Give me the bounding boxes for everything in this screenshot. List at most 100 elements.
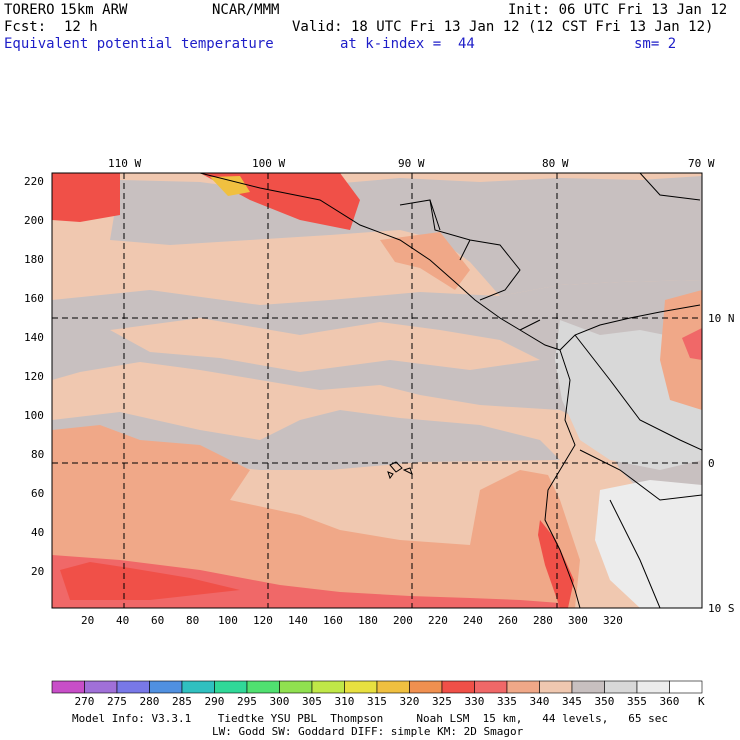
- x-tick: 240: [463, 614, 483, 627]
- colorbar-label: 285: [172, 695, 192, 708]
- colorbar-swatch: [279, 680, 313, 694]
- vertical-level: at k-index = 44: [340, 36, 475, 52]
- field-band-335-venezuela: [660, 290, 702, 410]
- colorbar-label: 275: [107, 695, 127, 708]
- y-tick: 40: [31, 526, 45, 539]
- x-tick: 280: [533, 614, 553, 627]
- colorbar-label: 305: [302, 695, 322, 708]
- x-tick: 60: [151, 614, 165, 627]
- colorbar-label: 345: [562, 695, 582, 708]
- colorbar-swatch: [311, 680, 345, 694]
- field-band-345-north: [110, 176, 702, 296]
- lon-label-80w: 80 W: [542, 157, 569, 170]
- y-tick: 120: [24, 370, 44, 383]
- coast-south-america: [544, 349, 581, 608]
- forecast-label: Fcst:: [4, 19, 47, 35]
- graticule: [52, 173, 702, 608]
- field-band-325-peru: [538, 520, 574, 608]
- colorbar-label: 280: [139, 695, 160, 708]
- x-tick: 300: [568, 614, 588, 627]
- map-frame: [51, 172, 703, 609]
- colorbar-swatch: [51, 680, 85, 694]
- x-tick: 80: [186, 614, 200, 627]
- colorbar-label: 325: [432, 695, 452, 708]
- country-borders: [429, 199, 702, 608]
- colorbar-label: 290: [204, 695, 225, 708]
- coastlines: [199, 173, 702, 608]
- colorbar-swatch: [474, 680, 508, 694]
- colorbar-label: 340: [529, 695, 550, 708]
- colorbar-label: 320: [399, 695, 420, 708]
- y-tick: 200: [24, 214, 44, 227]
- x-tick: 120: [253, 614, 273, 627]
- coast-central-america: [199, 173, 701, 351]
- lon-label-70w: 70 W: [688, 157, 715, 170]
- colorbar-swatch: [409, 680, 443, 694]
- x-tick: 40: [116, 614, 130, 627]
- x-tick: 320: [603, 614, 623, 627]
- model-resolution: 15km ARW: [60, 2, 128, 18]
- y-tick: 60: [31, 487, 45, 500]
- x-tick: 220: [428, 614, 448, 627]
- x-tick: 260: [498, 614, 518, 627]
- colorbar-swatch: [181, 680, 215, 694]
- colorbar-unit: K: [698, 695, 705, 708]
- x-tick: 160: [323, 614, 343, 627]
- colorbar-swatch: [506, 680, 540, 694]
- colorbar-swatch: [636, 680, 670, 694]
- field-band-315: [210, 176, 250, 196]
- colorbar-swatch: [539, 680, 573, 694]
- colorbar-label: 355: [627, 695, 647, 708]
- colorbar-label: 295: [237, 695, 257, 708]
- colorbar-swatch: [344, 680, 378, 694]
- colorbar-swatch: [441, 680, 475, 694]
- y-tick: 160: [24, 292, 44, 305]
- field-band-330-venezuela: [682, 328, 702, 360]
- lon-label-110w: 110 W: [108, 157, 142, 170]
- colorbar-swatch: [246, 680, 280, 694]
- colorbar-label: 350: [594, 695, 615, 708]
- x-tick: 100: [218, 614, 238, 627]
- smoothing: sm= 2: [634, 36, 677, 52]
- colorbar: [51, 680, 703, 694]
- colorbar-swatch: [376, 680, 410, 694]
- colorbar-swatch: [571, 680, 605, 694]
- model-name: TORERO: [4, 2, 55, 18]
- forecast-hour: 12 h: [64, 19, 98, 35]
- colorbar-label: 330: [464, 695, 485, 708]
- colorbar-swatch: [604, 680, 638, 694]
- colorbar-label: 335: [497, 695, 517, 708]
- lat-label-10n: 10 N: [708, 312, 735, 325]
- colorbar-label: 315: [367, 695, 387, 708]
- y-tick: 100: [24, 409, 44, 422]
- x-tick: 20: [81, 614, 95, 627]
- lon-label-100w: 100 W: [252, 157, 286, 170]
- y-tick: 140: [24, 331, 44, 344]
- colorbar-label: 270: [74, 695, 95, 708]
- colorbar-swatch: [116, 680, 150, 694]
- y-tick: 220: [24, 175, 44, 188]
- lat-label-10s: 10 S: [708, 602, 735, 615]
- colorbar-label: 360: [659, 695, 680, 708]
- colorbar-swatch: [149, 680, 183, 694]
- y-tick: 80: [31, 448, 45, 461]
- colorbar-label: 310: [334, 695, 355, 708]
- colorbar-swatch: [214, 680, 248, 694]
- field-band-355: [595, 480, 702, 608]
- lat-label-equator: 0: [708, 457, 715, 470]
- field-band-325-northwest: [52, 173, 120, 222]
- field-band-340-inner: [110, 318, 540, 372]
- model-info: Model Info: V3.3.1 Tiedtke YSU PBL Thomp…: [72, 712, 669, 725]
- colorbar-label: 300: [269, 695, 290, 708]
- coast-yucatan: [399, 199, 521, 301]
- init-time: Init: 06 UTC Fri 13 Jan 12: [508, 2, 728, 18]
- field-band-335: [52, 425, 580, 608]
- x-tick: 180: [358, 614, 378, 627]
- field-band-325: [60, 562, 240, 600]
- organization: NCAR/MMM: [212, 2, 280, 18]
- coast-caribbean: [639, 173, 701, 201]
- lon-label-90w: 90 W: [398, 157, 425, 170]
- x-tick: 200: [393, 614, 413, 627]
- theta-e-field: [52, 173, 702, 608]
